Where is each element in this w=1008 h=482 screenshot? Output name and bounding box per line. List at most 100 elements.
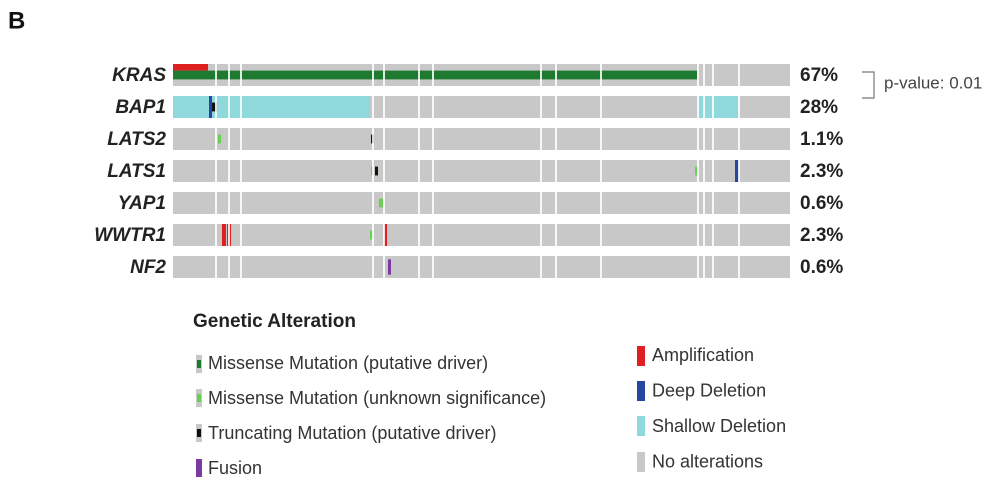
separator xyxy=(555,224,557,246)
separator xyxy=(383,96,385,118)
separator xyxy=(215,256,217,278)
separator xyxy=(418,160,420,182)
separator xyxy=(418,96,420,118)
separator xyxy=(215,160,217,182)
gene-name: KRAS xyxy=(112,65,166,86)
bracket xyxy=(862,71,875,99)
separator xyxy=(372,64,374,86)
separator xyxy=(697,192,699,214)
separator xyxy=(703,192,705,214)
gene-name: LATS2 xyxy=(107,129,166,150)
separator xyxy=(540,96,542,118)
legend-swatch xyxy=(197,394,201,402)
separator xyxy=(215,128,217,150)
separator xyxy=(432,64,434,86)
separator xyxy=(555,256,557,278)
legend-swatch xyxy=(196,459,202,477)
separator xyxy=(703,64,705,86)
legend-label: Shallow Deletion xyxy=(652,416,786,436)
separator xyxy=(703,256,705,278)
gene-name: LATS1 xyxy=(107,161,166,182)
separator xyxy=(240,128,242,150)
gene-percent: 0.6% xyxy=(800,257,843,278)
separator xyxy=(228,96,230,118)
separator xyxy=(540,224,542,246)
gene-percent: 2.3% xyxy=(800,225,843,246)
gene-name: BAP1 xyxy=(115,97,166,118)
legend-swatch xyxy=(637,381,645,401)
separator xyxy=(383,128,385,150)
separator xyxy=(712,96,714,118)
alteration xyxy=(388,259,391,275)
separator xyxy=(372,192,374,214)
legend-swatch xyxy=(197,360,201,368)
alteration xyxy=(384,224,387,246)
separator xyxy=(228,64,230,86)
separator xyxy=(240,224,242,246)
legend-label: Truncating Mutation (putative driver) xyxy=(208,423,496,443)
separator xyxy=(712,128,714,150)
separator xyxy=(600,192,602,214)
separator xyxy=(240,64,242,86)
separator xyxy=(372,256,374,278)
track xyxy=(173,192,790,214)
legend-label: Missense Mutation (putative driver) xyxy=(208,353,488,373)
separator xyxy=(697,96,699,118)
separator xyxy=(697,160,699,182)
separator xyxy=(540,256,542,278)
separator xyxy=(383,224,385,246)
separator xyxy=(738,96,740,118)
legend-swatch xyxy=(637,346,645,366)
gene-percent: 2.3% xyxy=(800,161,843,182)
alteration xyxy=(695,166,698,176)
separator xyxy=(600,224,602,246)
separator xyxy=(712,192,714,214)
separator xyxy=(712,64,714,86)
separator xyxy=(432,224,434,246)
separator xyxy=(228,128,230,150)
separator xyxy=(540,64,542,86)
separator xyxy=(697,64,699,86)
legend-swatch xyxy=(637,416,645,436)
alteration xyxy=(173,96,370,118)
separator xyxy=(418,192,420,214)
separator xyxy=(383,256,385,278)
alteration xyxy=(209,96,212,118)
separator xyxy=(383,64,385,86)
separator xyxy=(600,128,602,150)
separator xyxy=(215,224,217,246)
separator xyxy=(540,160,542,182)
legend-label: Missense Mutation (unknown significance) xyxy=(208,388,546,408)
separator xyxy=(418,64,420,86)
separator xyxy=(738,160,740,182)
separator xyxy=(383,160,385,182)
separator xyxy=(383,192,385,214)
separator xyxy=(555,96,557,118)
alteration xyxy=(218,134,221,144)
separator xyxy=(228,224,230,246)
separator xyxy=(738,64,740,86)
separator xyxy=(697,224,699,246)
track xyxy=(173,224,790,246)
separator xyxy=(738,224,740,246)
separator xyxy=(697,256,699,278)
gene-name: NF2 xyxy=(130,257,166,278)
separator xyxy=(697,128,699,150)
separator xyxy=(555,192,557,214)
separator xyxy=(600,64,602,86)
separator xyxy=(600,96,602,118)
separator xyxy=(555,64,557,86)
separator xyxy=(712,160,714,182)
separator xyxy=(738,128,740,150)
alteration xyxy=(222,224,226,246)
gene-percent: 67% xyxy=(800,65,838,86)
separator xyxy=(240,160,242,182)
separator xyxy=(432,128,434,150)
panel-label: B xyxy=(8,7,25,34)
gene-name: YAP1 xyxy=(118,193,166,214)
gene-percent: 1.1% xyxy=(800,129,843,150)
gene-percent: 0.6% xyxy=(800,193,843,214)
separator xyxy=(703,128,705,150)
separator xyxy=(555,160,557,182)
